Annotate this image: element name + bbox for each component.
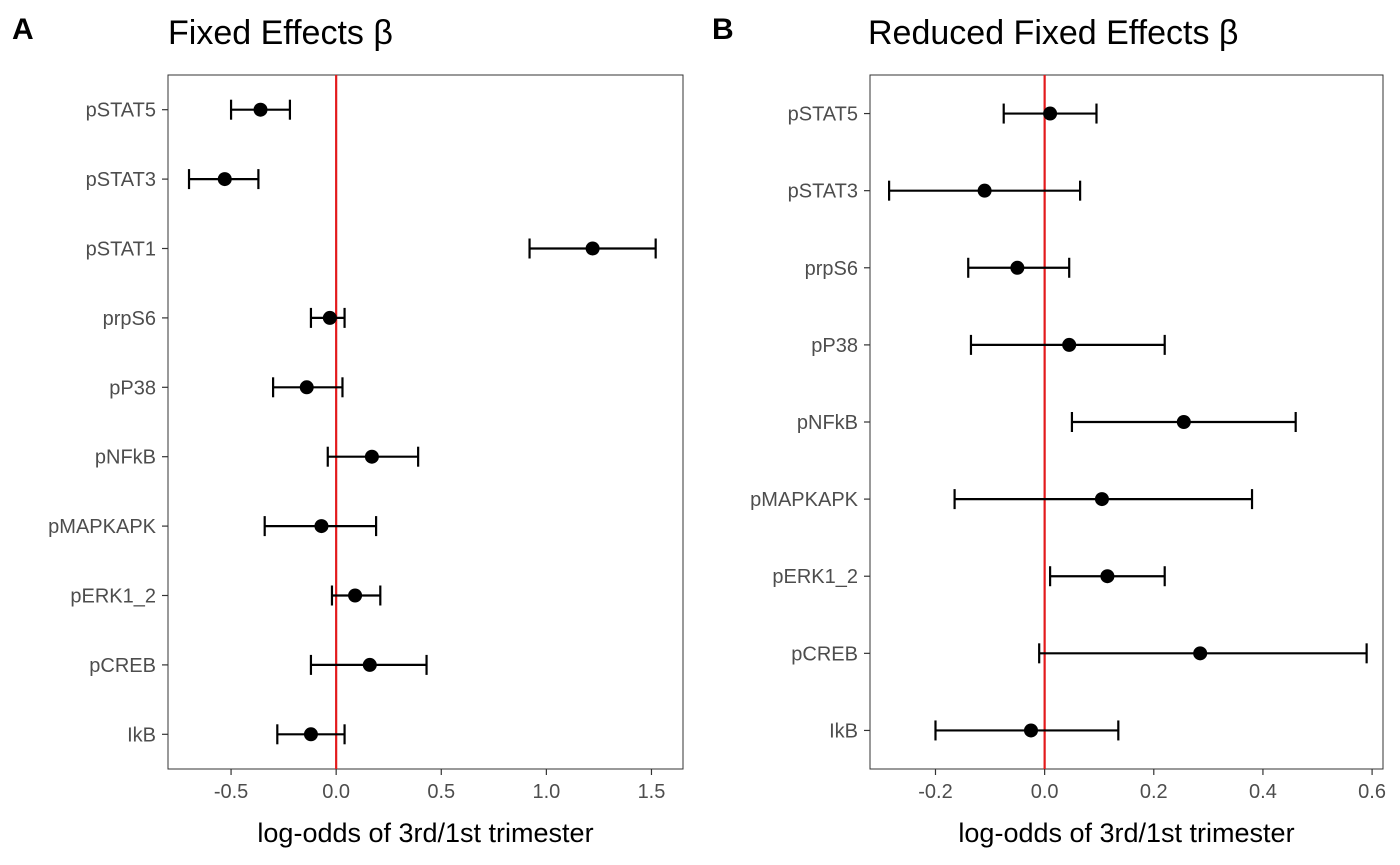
panel-a-point — [322, 310, 337, 325]
panel-b-estimate-pSTAT3 — [888, 180, 1082, 201]
panel-a-letter: A — [12, 13, 34, 46]
panel-b-estimate-pMAPKAPK — [953, 489, 1254, 510]
panel-b-y-tick-label: pERK1_2 — [772, 566, 858, 588]
panel-a-marks — [187, 99, 657, 745]
panel-a-y-tick-label: IkB — [127, 724, 156, 746]
panel-b-estimate-pP38 — [969, 334, 1166, 355]
panel-a-x-tick-label: 1.0 — [532, 781, 560, 803]
panel-b-point — [1062, 337, 1077, 352]
panel-a-x-tick-label: -0.5 — [214, 781, 248, 803]
panel-a-plot-border — [167, 74, 684, 770]
panel-b-estimate-IkB — [934, 720, 1120, 741]
panel-b-point — [1023, 723, 1038, 738]
panel-a-x-tick-label: 0.0 — [322, 781, 350, 803]
panel-a-estimate-pSTAT3 — [187, 169, 260, 190]
panel-b-estimate-pSTAT5 — [1002, 103, 1098, 124]
panel-b-point — [1193, 646, 1208, 661]
panel-b-y-tick-label: pP38 — [811, 335, 858, 357]
panel-b-x-tick-label: 0.2 — [1140, 781, 1168, 803]
panel-a-point — [314, 519, 329, 534]
panel-b-y-tick-label: pSTAT3 — [788, 181, 858, 203]
panel-b-estimate-prpS6 — [967, 257, 1071, 278]
panel-a-point — [253, 102, 268, 117]
panel-b-y-ticks: pSTAT5 pSTAT3 prpS6 pP38 pNFkB pMAPKAPK pERK1_… — [750, 104, 870, 742]
panel-a-point — [364, 449, 379, 464]
panel-b: B Reduced Fixed Effects β -0.2 0.0 0.2 0.4 0… — [712, 13, 1386, 848]
panel-b-x-tick-label: 0.0 — [1031, 781, 1059, 803]
panel-a-point — [348, 588, 363, 603]
panel-b-estimate-pCREB — [1038, 643, 1368, 664]
panel-a-point — [299, 380, 314, 395]
panel-b-letter: B — [712, 13, 734, 46]
panel-a-y-ticks: pSTAT5 pSTAT3 pSTAT1 prpS6 pP38 pNFkB pMAPKAPK… — [48, 100, 168, 746]
panel-b-x-tick-label: -0.2 — [918, 781, 952, 803]
panel-a-y-tick-label: pERK1_2 — [70, 586, 156, 608]
panel-b-point — [1010, 260, 1025, 275]
panel-b-y-tick-label: prpS6 — [805, 258, 858, 280]
panel-a-estimate-pNFkB — [326, 446, 420, 467]
panel-a-point — [585, 241, 600, 256]
panel-a-estimate-pP38 — [272, 377, 344, 398]
panel-a: A Fixed Effects β -0.5 0.0 0.5 1.0 1.5 pSTAT… — [12, 13, 684, 848]
panel-b-y-tick-label: pMAPKAPK — [750, 489, 858, 511]
panel-a-title: Fixed Effects β — [168, 14, 393, 52]
panel-a-y-tick-label: pSTAT5 — [86, 100, 156, 122]
panel-b-x-tick-label: 0.4 — [1249, 781, 1277, 803]
panel-b-x-ticks: -0.2 0.0 0.2 0.4 0.6 — [918, 769, 1386, 803]
panel-a-estimate-pSTAT5 — [229, 99, 292, 120]
panel-b-y-tick-label: pNFkB — [797, 412, 858, 434]
panel-b-point — [977, 183, 992, 198]
panel-a-y-tick-label: pP38 — [109, 377, 156, 399]
panel-a-estimate-pCREB — [309, 654, 428, 675]
panel-a-y-tick-label: prpS6 — [103, 308, 156, 330]
panel-a-x-axis-label: log-odds of 3rd/1st trimester — [257, 818, 593, 848]
panel-a-y-tick-label: pSTAT1 — [86, 239, 156, 261]
panel-b-y-tick-label: IkB — [829, 720, 858, 742]
panel-b-marks — [888, 103, 1368, 741]
panel-b-estimate-pERK1_2 — [1048, 566, 1166, 587]
panel-b-point — [1176, 415, 1191, 429]
panel-b-y-tick-label: pCREB — [791, 643, 858, 665]
panel-a-x-tick-label: 0.5 — [427, 781, 455, 803]
panel-b-x-tick-label: 0.6 — [1358, 781, 1386, 803]
panel-a-point — [362, 657, 377, 672]
panel-a-y-tick-label: pSTAT3 — [86, 169, 156, 191]
panel-b-estimate-pNFkB — [1070, 412, 1297, 432]
panel-b-point — [1094, 492, 1109, 507]
panel-a-y-tick-label: pNFkB — [95, 447, 156, 469]
panel-b-point — [1100, 569, 1115, 584]
panel-a-x-ticks: -0.5 0.0 0.5 1.0 1.5 — [214, 769, 666, 803]
panel-a-point — [217, 172, 232, 187]
panel-b-x-axis-label: log-odds of 3rd/1st trimester — [958, 818, 1294, 848]
panel-b-title: Reduced Fixed Effects β — [868, 14, 1238, 52]
panel-b-y-tick-label: pSTAT5 — [788, 104, 858, 126]
panel-a-y-tick-label: pMAPKAPK — [48, 516, 156, 538]
panel-a-estimate-pERK1_2 — [330, 585, 382, 606]
panel-a-estimate-prpS6 — [309, 307, 346, 328]
panel-a-y-tick-label: pCREB — [89, 655, 156, 677]
panel-a-estimate-pSTAT1 — [528, 238, 657, 259]
panel-a-estimate-pMAPKAPK — [263, 516, 378, 537]
panel-a-x-tick-label: 1.5 — [638, 781, 666, 803]
panel-b-point — [1043, 106, 1058, 121]
panel-a-point — [303, 727, 318, 742]
panel-a-estimate-IkB — [276, 724, 346, 745]
